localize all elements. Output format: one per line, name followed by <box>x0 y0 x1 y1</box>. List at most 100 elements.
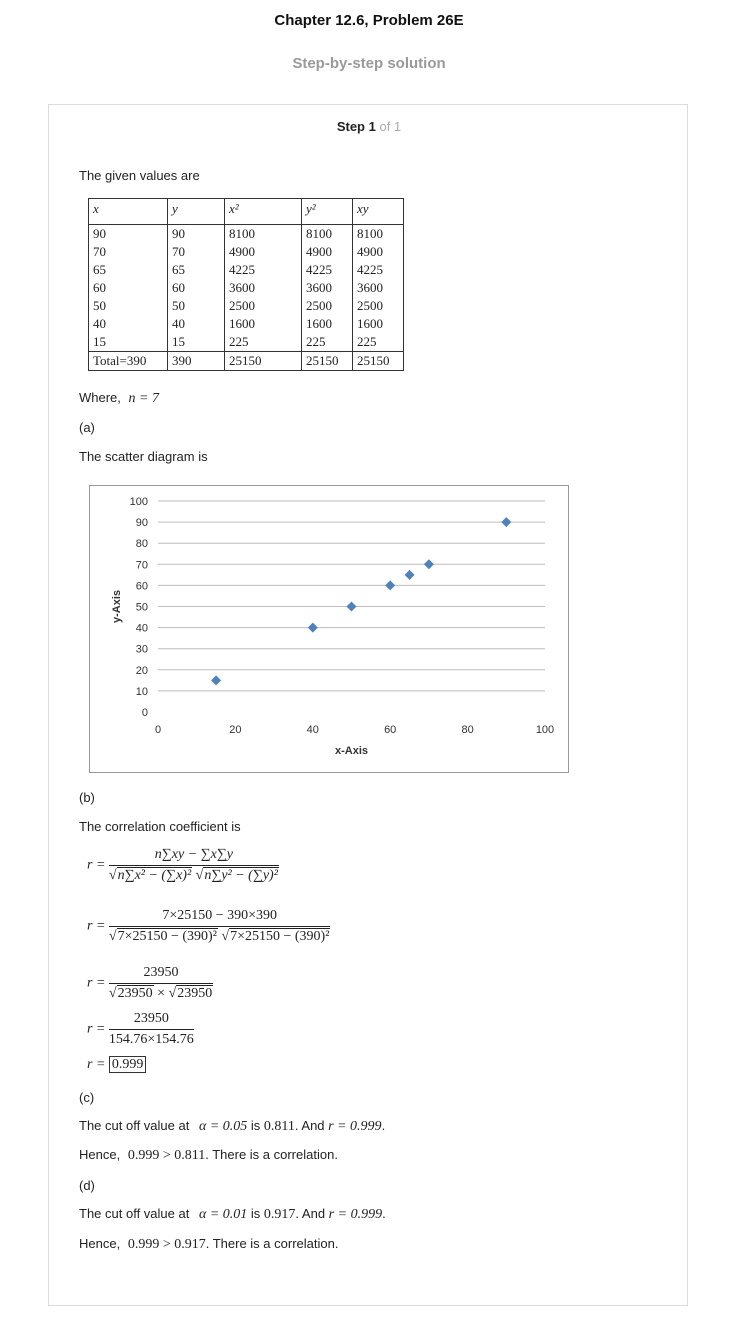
substituted-radicand-a: 7×25150 − (390)² <box>116 928 218 944</box>
cutoff-value: 0.917 <box>263 1207 296 1222</box>
table-row: 90 90 8100 8100 8100 <box>88 224 404 243</box>
part-d-inequality: 0.999 > 0.917 <box>127 1237 206 1252</box>
solution-card: Step 1 of 1 The given values are x y x² … <box>48 104 688 1306</box>
r-label: r = <box>87 975 106 991</box>
part-d-conclusion: . There is a correlation. <box>205 1236 339 1251</box>
table-cell: 65 <box>167 261 225 279</box>
table-row: 40 40 1600 1600 1600 <box>88 315 404 333</box>
table-header-cell: xy <box>352 198 404 225</box>
data-point <box>385 580 396 591</box>
table-row: 50 50 2500 2500 2500 <box>88 297 404 315</box>
table-cell: 4225 <box>301 261 353 279</box>
alpha-value: α = 0.05 <box>198 1119 248 1134</box>
table-row: 65 65 4225 4225 4225 <box>88 261 404 279</box>
x-tick-label: 40 <box>307 724 319 736</box>
table-cell: 60 <box>88 279 168 297</box>
r-value: r = 0.999 <box>328 1207 383 1222</box>
table-cell: 50 <box>88 297 168 315</box>
y-tick-label: 10 <box>136 686 148 698</box>
table-header-cell: x <box>88 198 168 225</box>
part-d-line1: The cut off value at α = 0.01 is 0.917. … <box>79 1206 386 1222</box>
part-c-prefix: The cut off value at <box>79 1118 190 1133</box>
table-cell: 65 <box>88 261 168 279</box>
r-label: r = <box>87 918 106 934</box>
where-line: Where, n = 7 <box>79 390 159 407</box>
y-tick-label: 100 <box>130 496 148 508</box>
substituted-fraction: 7×25150 − 390×390 √7×25150 − (390)² √7×2… <box>108 908 331 945</box>
alpha-value: α = 0.01 <box>198 1207 248 1222</box>
formula-fraction: n∑xy − ∑x∑y √n∑x² − (∑x)² √n∑y² − (∑y)² <box>108 847 279 884</box>
table-cell: 4225 <box>224 261 302 279</box>
table-cell: 90 <box>167 224 225 243</box>
table-cell: 225 <box>301 333 353 352</box>
values-table: x y x² y² xy 90 90 8100 8100 8100 70 70 4900 49… <box>88 198 404 371</box>
data-point <box>307 622 318 633</box>
x-tick-label: 0 <box>155 724 161 736</box>
table-cell: 4900 <box>301 243 353 261</box>
table-cell: 3600 <box>352 279 404 297</box>
formula-radicand-x: n∑x² − (∑x)² <box>116 867 193 883</box>
table-header-cell: y <box>167 198 225 225</box>
x-axis-label: x-Axis <box>335 745 368 757</box>
y-tick-label: 60 <box>136 580 148 592</box>
simplified-radicand-b: 23950 <box>176 985 214 1001</box>
y-tick-label: 80 <box>136 538 148 550</box>
x-tick-label: 100 <box>536 724 554 736</box>
table-cell: 4900 <box>352 243 404 261</box>
formula-numerator: n∑xy − ∑x∑y <box>154 847 234 862</box>
x-tick-label: 60 <box>384 724 396 736</box>
data-point <box>346 601 357 612</box>
y-axis-label: y-Axis <box>111 590 123 623</box>
table-cell: 2500 <box>301 297 353 315</box>
part-c-label: (c) <box>79 1090 95 1105</box>
table-cell: 60 <box>167 279 225 297</box>
table-cell: 40 <box>167 315 225 333</box>
intro-text: The given values are <box>79 168 200 183</box>
r-label: r = <box>87 857 106 873</box>
x-tick-label: 80 <box>461 724 473 736</box>
table-cell: 70 <box>88 243 168 261</box>
table-cell: 25150 <box>224 351 302 371</box>
step-label: Step 1 <box>336 119 376 134</box>
substituted-denominator: √7×25150 − (390)² √7×25150 − (390)² <box>108 926 331 945</box>
equation-substituted: r = 7×25150 − 390×390 √7×25150 − (390)² … <box>87 908 331 945</box>
table-cell: 4225 <box>352 261 404 279</box>
where-label: Where, <box>79 390 121 405</box>
part-c-line2: Hence, 0.999 > 0.811. There is a correla… <box>79 1147 338 1164</box>
part-a-label: (a) <box>79 420 95 435</box>
part-d-and: . And <box>295 1206 326 1221</box>
cutoff-value: 0.811 <box>263 1119 295 1134</box>
table-cell: 1600 <box>224 315 302 333</box>
data-point <box>501 517 512 528</box>
equation-formula: r = n∑xy − ∑x∑y √n∑x² − (∑x)² √n∑y² − (∑… <box>87 847 279 884</box>
table-cell: 40 <box>88 315 168 333</box>
step-count: of 1 <box>379 119 402 134</box>
r-label: r = <box>87 1057 106 1072</box>
table-cell: 2500 <box>352 297 404 315</box>
table-cell: 1600 <box>301 315 353 333</box>
n-expression: n = 7 <box>128 391 159 406</box>
table-cell: 8100 <box>352 224 404 243</box>
part-c-hence: Hence, <box>79 1147 121 1162</box>
table-cell: 90 <box>88 224 168 243</box>
page-title: Chapter 12.6, Problem 26E <box>274 12 464 29</box>
simplified-radicand-a: 23950 <box>116 985 154 1001</box>
part-c-line1: The cut off value at α = 0.05 is 0.811. … <box>79 1118 386 1134</box>
substituted-radicand-b: 7×25150 − (390)² <box>229 928 331 944</box>
equation-evaluated: r = 23950 154.76×154.76 <box>87 1011 194 1048</box>
y-tick-label: 70 <box>136 559 148 571</box>
table-header-row: x y x² y² xy <box>88 198 404 225</box>
y-tick-label: 40 <box>136 623 148 635</box>
table-cell: 390 <box>167 351 225 371</box>
simplified-fraction: 23950 √23950 × √23950 <box>108 965 214 1002</box>
table-cell: 50 <box>167 297 225 315</box>
part-d-prefix: The cut off value at <box>79 1206 190 1221</box>
table-cell: 2500 <box>224 297 302 315</box>
step-indicator: Step 1 of 1 <box>49 119 689 134</box>
part-a-text: The scatter diagram is <box>79 449 208 464</box>
formula-denominator: √n∑x² − (∑x)² √n∑y² − (∑y)² <box>108 865 279 884</box>
table-cell: 25150 <box>352 351 404 371</box>
y-tick-label: 0 <box>142 707 148 719</box>
part-c-conclusion: . There is a correlation. <box>205 1147 338 1162</box>
table-row: 15 15 225 225 225 <box>88 333 404 352</box>
